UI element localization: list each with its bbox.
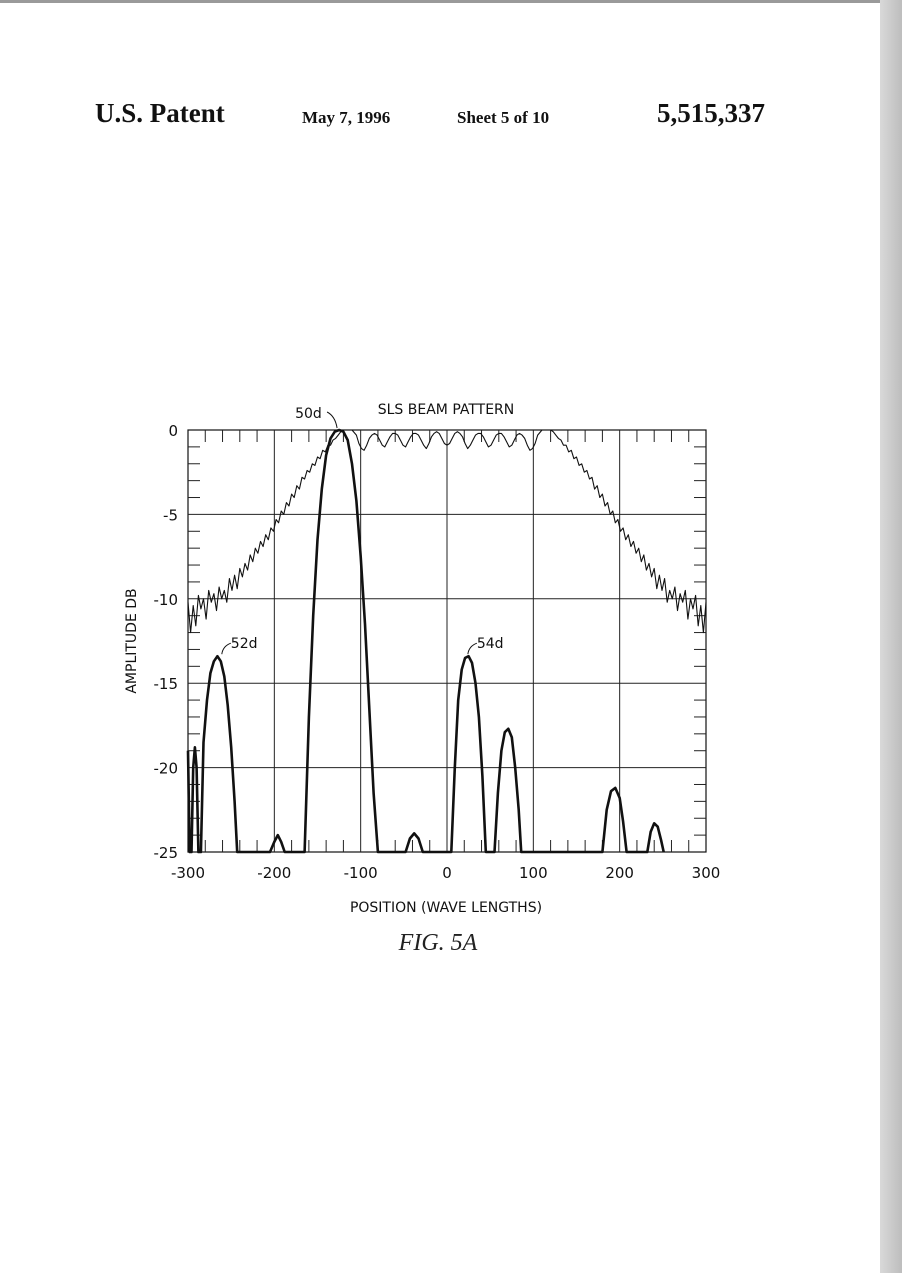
x-axis-label: POSITION (WAVE LENGTHS) [350, 900, 542, 916]
scan-page-edge [880, 0, 902, 1273]
grid-layer [188, 430, 706, 852]
callout-leader [222, 643, 231, 654]
y-tick-label: -15 [154, 675, 179, 693]
callout-leader [327, 412, 337, 428]
callout-label-52d: 52d [231, 636, 258, 652]
x-tick-label: 300 [692, 864, 721, 882]
callout-label-50d: 50d [295, 406, 322, 422]
y-tick-label: -5 [163, 506, 178, 524]
x-tick-label: -300 [171, 864, 205, 882]
x-tick-label: 100 [519, 864, 548, 882]
x-tick-label: -100 [344, 864, 378, 882]
chart-title: SLS BEAM PATTERN [378, 402, 515, 418]
callout-layer: 50d 52d 54d [222, 406, 504, 654]
x-tick-label: -200 [257, 864, 291, 882]
beam-pattern-chart: 50d 52d 54d -300 -200 -100 0 100 200 300 0 -5 -10 -1… [0, 0, 880, 1273]
x-tick-label: 0 [442, 864, 452, 882]
figure-label: FIG. 5A [398, 930, 478, 956]
y-axis-label: AMPLITUDE DB [124, 588, 140, 693]
label-layer: -300 -200 -100 0 100 200 300 0 -5 -10 -15 -20 -25 SLS… [124, 402, 720, 956]
callout-leader [468, 643, 477, 654]
y-tick-label: -25 [154, 844, 179, 862]
y-tick-label: -10 [154, 591, 179, 609]
x-tick-label: 200 [605, 864, 634, 882]
y-tick-label: -20 [154, 760, 179, 778]
series-line-2 [188, 430, 664, 852]
y-tick-label: 0 [168, 422, 178, 440]
callout-label-54d: 54d [477, 636, 504, 652]
